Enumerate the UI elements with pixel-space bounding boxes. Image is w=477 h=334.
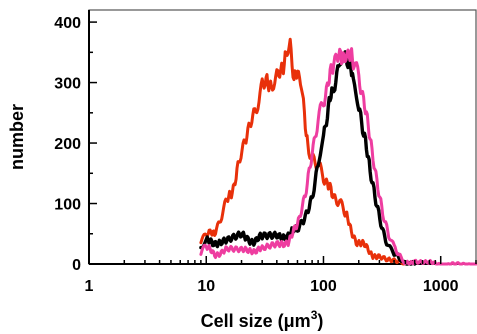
series-layer xyxy=(199,37,477,266)
x-axis-ticks xyxy=(88,256,477,264)
y-axis-ticks xyxy=(89,21,97,265)
plot-area-border xyxy=(88,9,477,265)
x-tick-label-1000: 1000 xyxy=(423,278,459,295)
x-axis-title-close: ) xyxy=(317,311,323,331)
x-axis-title: Cell size (μm3) xyxy=(201,308,324,331)
y-tick-label-0: 0 xyxy=(72,257,81,274)
y-axis-title: number xyxy=(7,104,27,170)
plot-frame xyxy=(88,9,477,265)
series-line-1 xyxy=(199,37,412,266)
y-axis-tick-labels: 0 100 200 300 400 xyxy=(54,15,81,274)
x-axis-tick-labels: 1 10 100 1000 xyxy=(85,278,459,295)
x-axis-title-superscript: 3 xyxy=(311,308,318,322)
y-tick-label-300: 300 xyxy=(54,76,81,93)
x-tick-label-100: 100 xyxy=(310,278,337,295)
x-tick-label-10: 10 xyxy=(197,278,215,295)
y-tick-label-200: 200 xyxy=(54,136,81,153)
y-tick-label-400: 400 xyxy=(54,15,81,32)
x-tick-label-1: 1 xyxy=(85,278,94,295)
y-tick-label-100: 100 xyxy=(54,197,81,214)
series-line-2 xyxy=(199,50,417,266)
